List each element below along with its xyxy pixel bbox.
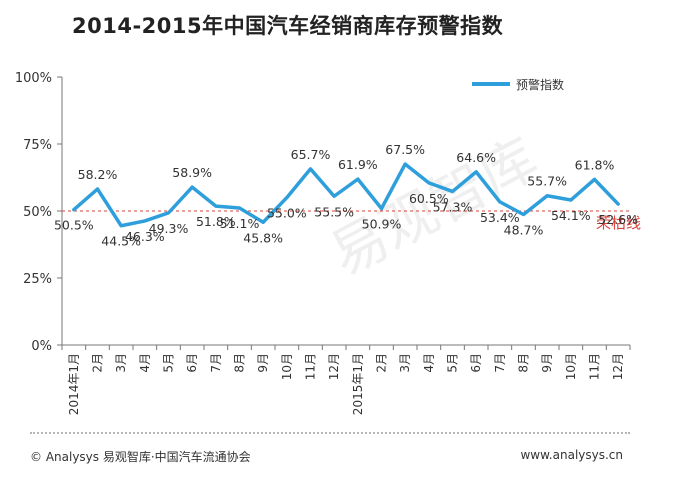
data-label: 60.5% xyxy=(409,191,449,206)
x-tick-label: 4月 xyxy=(422,353,436,373)
y-tick-label: 0% xyxy=(31,339,52,354)
footer-website[interactable]: www.analysys.cn xyxy=(520,448,623,462)
data-label: 54.1% xyxy=(551,208,591,223)
x-tick-label: 2015年1月 xyxy=(351,353,365,415)
threshold-label: 荣枯线 xyxy=(596,214,641,232)
data-label: 48.7% xyxy=(504,222,544,237)
x-tick-label: 2014年1月 xyxy=(67,353,81,415)
data-label: 44.5% xyxy=(101,234,141,249)
x-tick-label: 9月 xyxy=(256,353,270,373)
x-tick-label: 6月 xyxy=(185,353,199,373)
x-tick-label: 5月 xyxy=(446,353,460,373)
data-label: 55.5% xyxy=(314,204,354,219)
data-label: 58.9% xyxy=(172,165,212,180)
x-tick-label: 2月 xyxy=(91,353,105,373)
data-label: 53.4% xyxy=(480,210,520,225)
y-tick-label: 25% xyxy=(23,272,52,287)
x-tick-label: 7月 xyxy=(493,353,507,373)
data-label: 58.2% xyxy=(78,167,118,182)
data-label: 51.1% xyxy=(220,216,260,231)
x-tick-label: 10月 xyxy=(564,353,578,380)
data-label: 51.8% xyxy=(196,214,236,229)
chart-title: 2014-2015年中国汽车经销商库存预警指数 xyxy=(72,14,504,38)
line-chart: 易观智库 0%25%50%75%100%2014年1月 2月 3月 4月 5月 6月 7月 8… xyxy=(15,71,641,415)
x-tick-label: 3月 xyxy=(114,353,128,373)
x-tick-label: 9月 xyxy=(540,353,554,373)
data-label: 50.5% xyxy=(54,218,94,233)
y-tick-label: 50% xyxy=(23,205,52,220)
y-tick-label: 75% xyxy=(23,138,52,153)
data-label: 52.6% xyxy=(598,212,638,227)
data-label: 55.7% xyxy=(527,174,567,189)
data-label: 49.3% xyxy=(149,221,189,236)
x-tick-label: 7月 xyxy=(209,353,223,373)
x-tick-label: 8月 xyxy=(233,353,247,373)
x-tick-label: 11月 xyxy=(588,353,602,380)
data-label: 64.6% xyxy=(456,150,496,165)
x-tick-label: 12月 xyxy=(611,353,625,380)
data-label: 67.5% xyxy=(385,142,425,157)
x-tick-label: 8月 xyxy=(517,353,531,373)
x-tick-label: 3月 xyxy=(398,353,412,373)
x-tick-label: 2月 xyxy=(375,353,389,373)
x-tick-label: 6月 xyxy=(469,353,483,373)
data-label: 61.8% xyxy=(575,157,615,172)
legend-label: 预警指数 xyxy=(516,77,564,92)
footer-divider xyxy=(30,432,630,434)
data-label: 57.3% xyxy=(433,199,473,214)
data-label: 61.9% xyxy=(338,157,378,172)
data-label: 55.0% xyxy=(267,206,307,221)
series-line-yujing xyxy=(72,162,620,228)
data-label: 46.3% xyxy=(125,229,165,244)
x-tick-label: 12月 xyxy=(327,353,341,380)
data-label: 45.8% xyxy=(243,230,283,245)
data-label: 50.9% xyxy=(362,217,402,232)
data-label: 65.7% xyxy=(291,147,331,162)
y-tick-label: 100% xyxy=(15,71,52,86)
x-tick-label: 4月 xyxy=(138,353,152,373)
x-tick-label: 5月 xyxy=(162,353,176,373)
x-tick-label: 11月 xyxy=(304,353,318,380)
footer-source: © Analysys 易观智库·中国汽车流通协会 xyxy=(30,450,251,464)
x-tick-label: 10月 xyxy=(280,353,294,380)
